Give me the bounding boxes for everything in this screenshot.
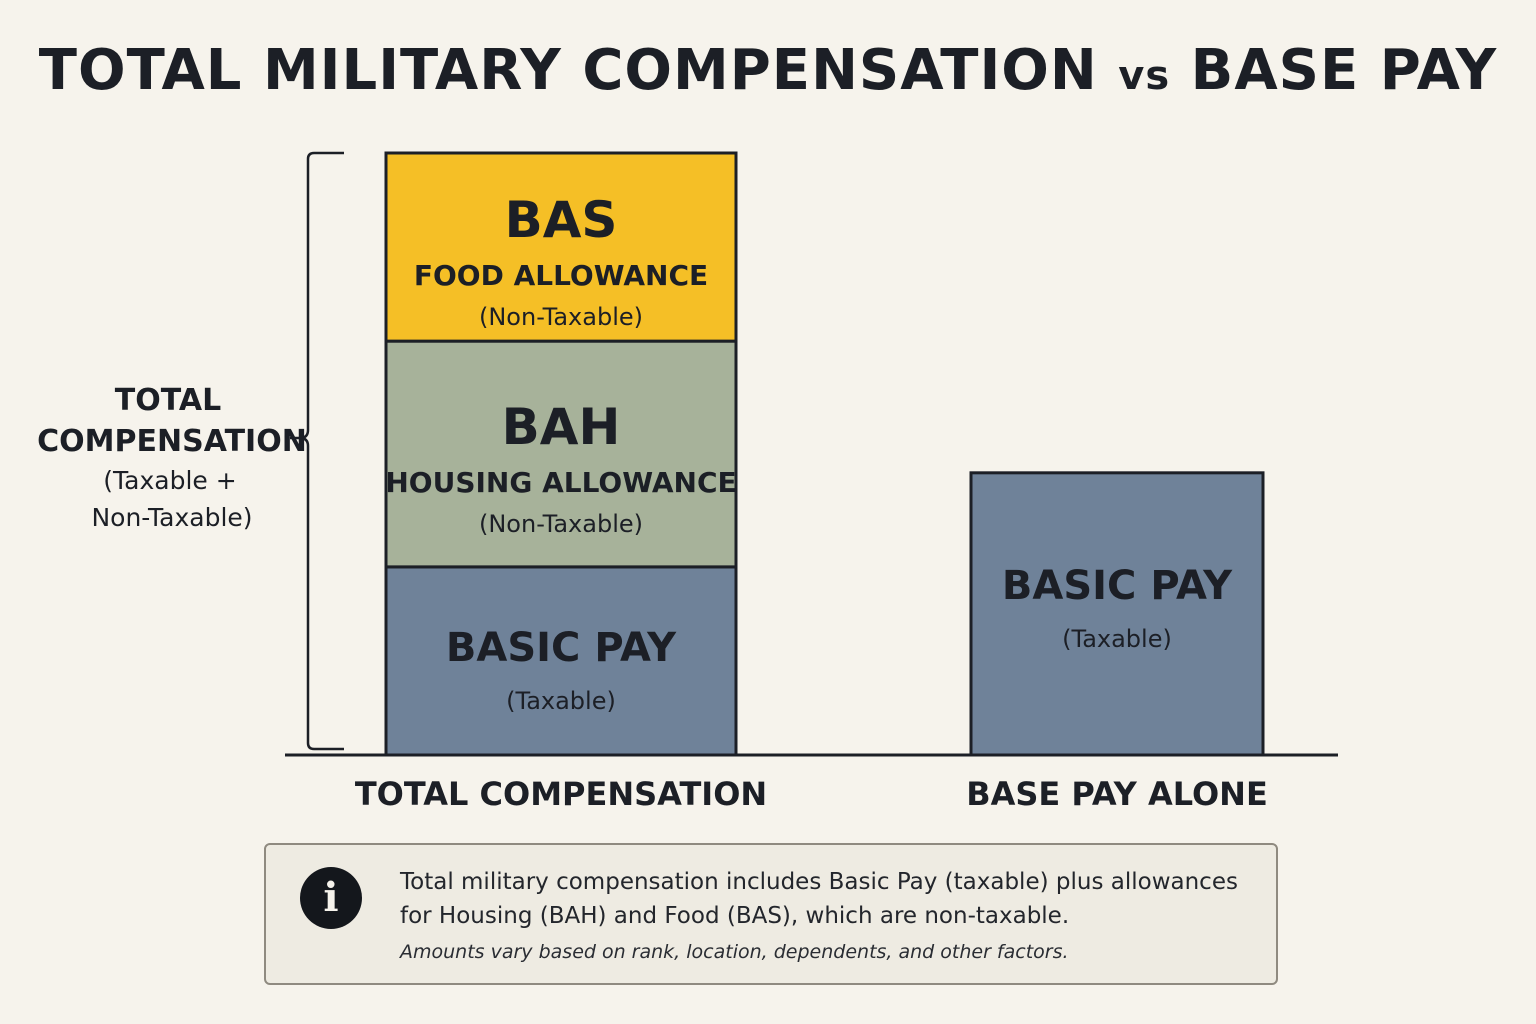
bar-segment-basic-pay-0 — [384, 565, 738, 757]
info-note-box: i Total military compensation includes B… — [264, 843, 1278, 985]
segment-detail-bas: FOOD ALLOWANCE — [414, 259, 708, 292]
info-icon: i — [300, 867, 362, 929]
segment-sublabel-basic-pay-1: (Taxable) — [1062, 625, 1172, 653]
segment-sublabel-bah: (Non-Taxable) — [479, 510, 643, 538]
segment-sublabel-bas: (Non-Taxable) — [479, 303, 643, 331]
bar-segment-basic-pay-1 — [969, 471, 1265, 757]
bar-segment-bah-0 — [384, 339, 738, 569]
title-main-before: TOTAL MILITARY COMPENSATION — [38, 38, 1098, 103]
title-main-after: BASE PAY — [1190, 38, 1498, 103]
category-label-0: TOTAL COMPENSATION — [355, 775, 767, 813]
bracket-label-line1: TOTAL — [115, 383, 221, 418]
segment-label-basic-pay-1: BASIC PAY — [1002, 563, 1233, 609]
segment-label-bah: BAH — [502, 398, 621, 456]
title-vs: vs — [1118, 53, 1171, 99]
bracket-label-line4: Non-Taxable) — [91, 503, 252, 532]
page-title: TOTAL MILITARY COMPENSATION vs BASE PAY — [0, 38, 1536, 103]
segment-sublabel-basic-pay-0: (Taxable) — [506, 687, 616, 715]
segment-label-bas: BAS — [505, 191, 618, 249]
note-subtext: Amounts vary based on rank, location, de… — [400, 941, 1069, 963]
bracket-label-line2: COMPENSATION — [37, 424, 307, 459]
category-label-1: BASE PAY ALONE — [966, 775, 1268, 813]
bar-segment-bas-0 — [384, 151, 738, 343]
segment-detail-bah: HOUSING ALLOWANCE — [385, 466, 736, 499]
note-text: Total military compensation includes Bas… — [400, 869, 1238, 929]
segment-label-basic-pay-0: BASIC PAY — [446, 625, 677, 671]
bracket-label-line3: (Taxable + — [103, 466, 236, 495]
